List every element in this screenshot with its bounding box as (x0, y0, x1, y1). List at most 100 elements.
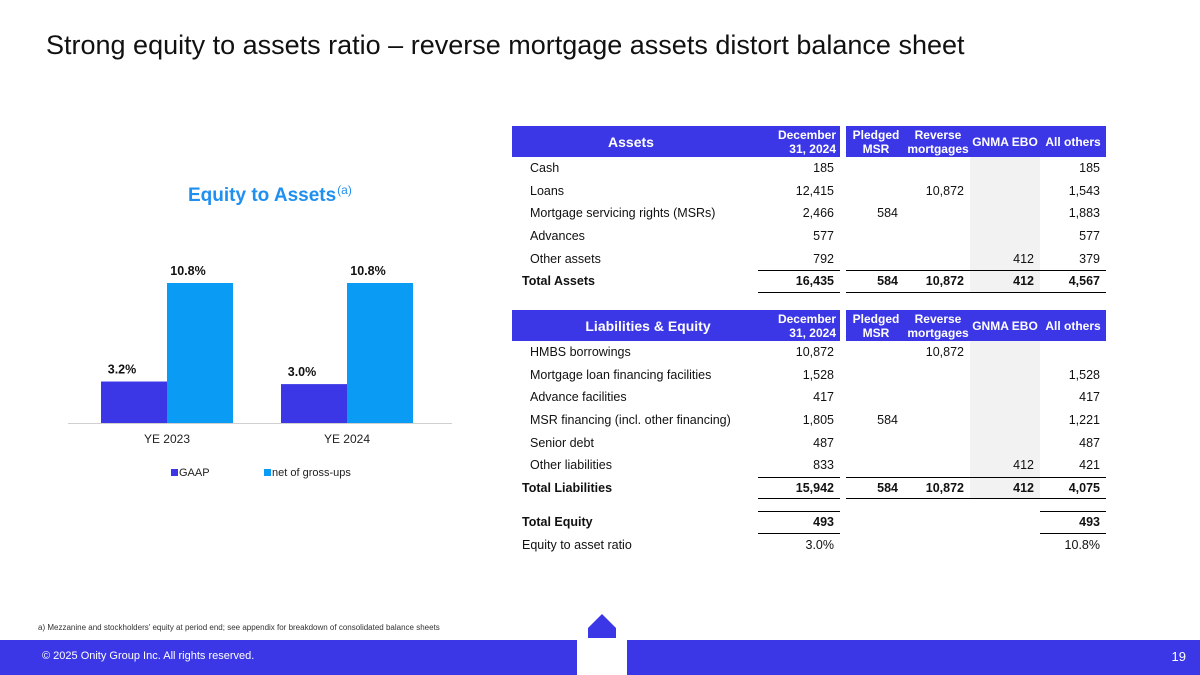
cell-rm (906, 431, 970, 454)
cell-ao: 4,075 (1040, 476, 1106, 500)
row-label: Advances (530, 229, 585, 244)
cell-gn: 412 (970, 476, 1040, 500)
row-label: Cash (530, 161, 560, 176)
legend-label-net: net of gross-ups (272, 467, 351, 479)
cell-rm (906, 386, 970, 409)
footer-bar: © 2025 Onity Group Inc. All rights reser… (0, 638, 1200, 675)
cell-rm (906, 225, 970, 248)
cell-rm: 10,872 (925, 345, 964, 360)
row-label: Total Liabilities (522, 480, 613, 495)
cell-gn (970, 157, 1040, 180)
cell-dec: 15,942 (758, 476, 840, 500)
cell-ao (1040, 341, 1106, 364)
cell-dec: 493 (758, 511, 840, 534)
cell-rm: 10,872 (925, 183, 964, 198)
header-all-others: All others (1040, 310, 1106, 341)
cell-pm (846, 511, 906, 534)
data-label: 10.8% (350, 264, 385, 278)
chart-title-footnote-marker: (a) (337, 183, 352, 197)
cell-dec: 2,466 (802, 206, 834, 221)
data-label: 10.8% (170, 264, 205, 278)
cell-dec: 1,528 (802, 367, 834, 382)
cell-rm (906, 364, 970, 387)
table-row: Other liabilities 833 412 421 (512, 453, 1106, 477)
header-date: December 31, 2024 (758, 126, 840, 157)
cell-gn (970, 363, 1040, 387)
category-label: YE 2024 (324, 432, 370, 446)
table-row: Cash 185 185 (512, 157, 1106, 180)
cell-ao: 379 (1079, 251, 1100, 266)
cell-rm (906, 511, 970, 534)
cell-pm (846, 364, 906, 387)
slide-title: Strong equity to assets ratio – reverse … (46, 30, 965, 60)
cell-dec: 185 (813, 161, 834, 176)
cell-dec: 792 (813, 251, 834, 266)
row-label: Senior debt (530, 435, 594, 450)
cell-dec: 16,435 (758, 269, 840, 293)
cell-ao: 10.8% (1064, 538, 1100, 553)
header-reverse-mortgages: Reverse mortgages (906, 126, 970, 157)
cell-rm: 10,872 (906, 476, 970, 500)
cell-ao: 185 (1079, 161, 1100, 176)
equity-to-assets-chart: 3.2% 10.8% YE 2023 3.0% 10.8% YE 2024 (68, 264, 452, 446)
row-label: HMBS borrowings (530, 345, 631, 360)
chart-title: Equity to Assets(a) (188, 183, 352, 207)
row-label: MSR financing (incl. other financing) (530, 413, 731, 428)
table-row: MSR financing (incl. other financing) 1,8… (512, 408, 1106, 432)
cell-pm (846, 454, 906, 477)
cell-rm (906, 454, 970, 477)
cell-rm (906, 247, 970, 270)
row-label: Total Equity (522, 515, 593, 530)
cell-gn: 412 (970, 247, 1040, 270)
cell-ao: 417 (1079, 390, 1100, 405)
logo-notch (577, 638, 627, 675)
cell-pm: 584 (846, 269, 906, 293)
bar-net-of-gross-ups-ye-2023 (167, 283, 233, 423)
cell-pm (846, 180, 906, 203)
table-row: HMBS borrowings 10,872 10,872 (512, 341, 1106, 364)
cell-ao: 4,567 (1040, 269, 1106, 293)
cell-pm (846, 247, 906, 270)
cell-gn (970, 511, 1040, 534)
cell-gn (970, 431, 1040, 454)
table-row: Senior debt 487 487 (512, 431, 1106, 454)
cell-rm (906, 202, 970, 225)
cell-gn (970, 341, 1040, 364)
data-label: 3.2% (108, 363, 137, 377)
row-label: Equity to asset ratio (522, 538, 632, 553)
cell-pm (846, 534, 906, 557)
cell-rm: 10,872 (906, 269, 970, 293)
chart-title-text: Equity to Assets (188, 185, 337, 206)
cell-pm (846, 225, 906, 248)
cell-ao: 487 (1079, 435, 1100, 450)
table-row: Other assets 792 412 379 (512, 247, 1106, 270)
cell-dec: 833 (813, 458, 834, 473)
cell-rm (906, 157, 970, 180)
header-pledged-msr: Pledged MSR (846, 126, 906, 157)
liabilities-rows: HMBS borrowings 10,872 10,872 Mortgage loan… (512, 341, 1106, 556)
cell-rm (906, 534, 970, 557)
assets-table: Assets December 31, 2024 Pledged MSR Rev… (512, 126, 1106, 293)
cell-pm: 584 (877, 413, 898, 428)
bar-gaap-ye-2024 (281, 384, 347, 423)
cell-pm (846, 157, 906, 180)
cell-ao: 1,221 (1068, 413, 1100, 428)
cell-gn (970, 224, 1040, 248)
cell-gn: 412 (970, 269, 1040, 293)
cell-dec: 417 (813, 390, 834, 405)
data-label: 3.0% (288, 365, 317, 379)
row-label: Other liabilities (530, 458, 612, 473)
header-all-others: All others (1040, 126, 1106, 157)
cell-pm (846, 341, 906, 364)
legend-swatch-net (264, 469, 271, 476)
cell-pm (846, 431, 906, 454)
ratio-row: Equity to asset ratio 3.0% 10.8% (512, 534, 1106, 557)
header-reverse-mortgages: Reverse mortgages (906, 310, 970, 341)
cell-dec: 3.0% (805, 538, 835, 553)
cell-ao: 1,543 (1068, 183, 1100, 198)
header-gnma-ebo: GNMA EBO (970, 310, 1040, 341)
cell-dec: 10,872 (795, 345, 834, 360)
legend-item-gaap: GAAP (171, 467, 210, 479)
row-label: Mortgage loan financing facilities (530, 367, 712, 382)
table-row: Advance facilities 417 417 (512, 386, 1106, 409)
